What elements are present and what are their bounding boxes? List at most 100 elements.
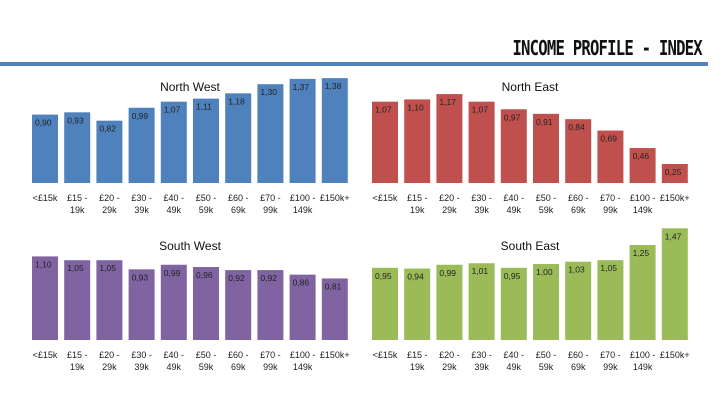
south-east-tick-label: 29k: [442, 362, 457, 372]
north-west-value-label: 0,93: [67, 115, 84, 125]
north-west-bar: [32, 114, 58, 183]
north-east-tick-label: 49k: [507, 205, 522, 215]
south-east-tick-label: 149k: [633, 362, 653, 372]
north-west-value-label: 1,07: [164, 105, 181, 115]
north-east-tick-label: 59k: [539, 205, 554, 215]
north-west-tick-label: £70 -: [260, 193, 281, 203]
north-east-value-label: 0,25: [665, 167, 682, 177]
chart-south-east: South East 0,95 <£15k 0,94 £15 - 19k 0,99 £20 -…: [372, 228, 690, 372]
north-east-tick-label: 39k: [474, 205, 489, 215]
north-west-bar: [289, 78, 316, 183]
south-west-value-label: 1,05: [67, 263, 84, 273]
south-west-tick-label: £40 -: [164, 350, 185, 360]
north-west-tick-label: <£15k: [33, 193, 58, 203]
north-west-tick-label: £40 -: [164, 193, 185, 203]
south-east-bar: [468, 263, 495, 340]
south-east-value-label: 1,05: [600, 263, 617, 273]
north-east-value-label: 1,07: [472, 105, 489, 115]
south-east-tick-label: £100 -: [630, 350, 656, 360]
south-east-value-label: 1,25: [633, 248, 650, 258]
north-east-bar: [565, 119, 592, 183]
chart-title: South East: [501, 239, 560, 253]
south-east-tick-label: 49k: [507, 362, 522, 372]
north-west-tick-label: £60 -: [228, 193, 249, 203]
north-east-tick-label: £70 -: [600, 193, 621, 203]
north-west-tick-label: 99k: [263, 205, 278, 215]
north-west-tick-label: 149k: [293, 205, 313, 215]
north-west-tick-label: 19k: [70, 205, 85, 215]
chart-north-west: North West 0,90 <£15k 0,93 £15 - 19k 0,82 £20 -…: [32, 78, 350, 215]
south-west-tick-label: 39k: [134, 362, 149, 372]
north-west-bar: [64, 112, 91, 183]
north-east-bar: [661, 164, 688, 183]
north-east-bar: [500, 109, 527, 183]
south-east-bar: [404, 268, 431, 340]
north-west-bar: [321, 78, 348, 183]
south-west-tick-label: 19k: [70, 362, 85, 372]
south-west-tick-label: 69k: [231, 362, 246, 372]
north-west-tick-label: 29k: [102, 205, 117, 215]
north-east-tick-label: £40 -: [504, 193, 525, 203]
south-west-tick-label: 99k: [263, 362, 278, 372]
north-west-bar: [225, 93, 252, 183]
south-west-value-label: 1,10: [35, 259, 52, 269]
south-west-tick-label: £15 -: [67, 350, 88, 360]
north-west-tick-label: 59k: [199, 205, 214, 215]
south-east-value-label: 0,99: [439, 268, 456, 278]
south-west-value-label: 0,92: [260, 273, 277, 283]
south-west-bar: [96, 260, 123, 340]
south-west-tick-label: £20 -: [99, 350, 120, 360]
south-east-tick-label: 69k: [571, 362, 586, 372]
south-east-tick-label: 39k: [474, 362, 489, 372]
north-east-value-label: 0,91: [536, 117, 553, 127]
north-west-tick-label: £150k+: [320, 193, 350, 203]
north-east-bar: [597, 130, 624, 183]
south-west-tick-label: £100 -: [290, 350, 316, 360]
south-west-tick-label: <£15k: [33, 350, 58, 360]
north-east-value-label: 0,46: [633, 151, 650, 161]
south-east-bar: [500, 267, 527, 340]
south-east-value-label: 1,03: [568, 265, 585, 275]
north-west-tick-label: £100 -: [290, 193, 316, 203]
north-east-tick-label: 69k: [571, 205, 586, 215]
north-west-bar: [160, 101, 187, 183]
south-west-bar: [321, 278, 348, 340]
north-west-tick-label: £30 -: [131, 193, 152, 203]
south-west-bar: [64, 260, 91, 340]
north-west-value-label: 0,99: [132, 111, 149, 121]
south-west-bar: [160, 264, 187, 340]
north-west-value-label: 1,30: [260, 87, 277, 97]
north-west-bar: [257, 84, 284, 183]
north-east-tick-label: £60 -: [568, 193, 589, 203]
north-west-tick-label: £15 -: [67, 193, 88, 203]
south-east-tick-label: £150k+: [660, 350, 690, 360]
south-east-bar: [436, 264, 463, 340]
south-east-value-label: 1,47: [665, 231, 682, 241]
north-west-tick-label: 49k: [167, 205, 182, 215]
north-east-tick-label: 99k: [603, 205, 618, 215]
south-west-value-label: 0,96: [196, 270, 213, 280]
north-east-value-label: 1,07: [375, 105, 392, 115]
south-west-tick-label: £150k+: [320, 350, 350, 360]
south-east-tick-label: 99k: [603, 362, 618, 372]
north-east-tick-label: 149k: [633, 205, 653, 215]
north-east-value-label: 1,17: [439, 97, 456, 107]
north-west-tick-label: 69k: [231, 205, 246, 215]
south-east-value-label: 0,94: [407, 272, 424, 282]
north-east-tick-label: <£15k: [373, 193, 398, 203]
north-west-value-label: 0,90: [35, 118, 52, 128]
south-east-tick-label: £50 -: [536, 350, 557, 360]
south-east-value-label: 0,95: [504, 271, 521, 281]
south-west-tick-label: 149k: [293, 362, 313, 372]
north-east-tick-label: £150k+: [660, 193, 690, 203]
north-west-value-label: 1,18: [228, 96, 245, 106]
south-east-bar: [565, 261, 592, 340]
south-west-value-label: 0,99: [164, 268, 181, 278]
south-east-tick-label: £20 -: [439, 350, 460, 360]
chart-title: South West: [159, 239, 221, 253]
south-west-bar: [289, 274, 316, 340]
south-east-tick-label: £60 -: [568, 350, 589, 360]
south-east-tick-label: £40 -: [504, 350, 525, 360]
north-east-bar: [533, 113, 559, 183]
